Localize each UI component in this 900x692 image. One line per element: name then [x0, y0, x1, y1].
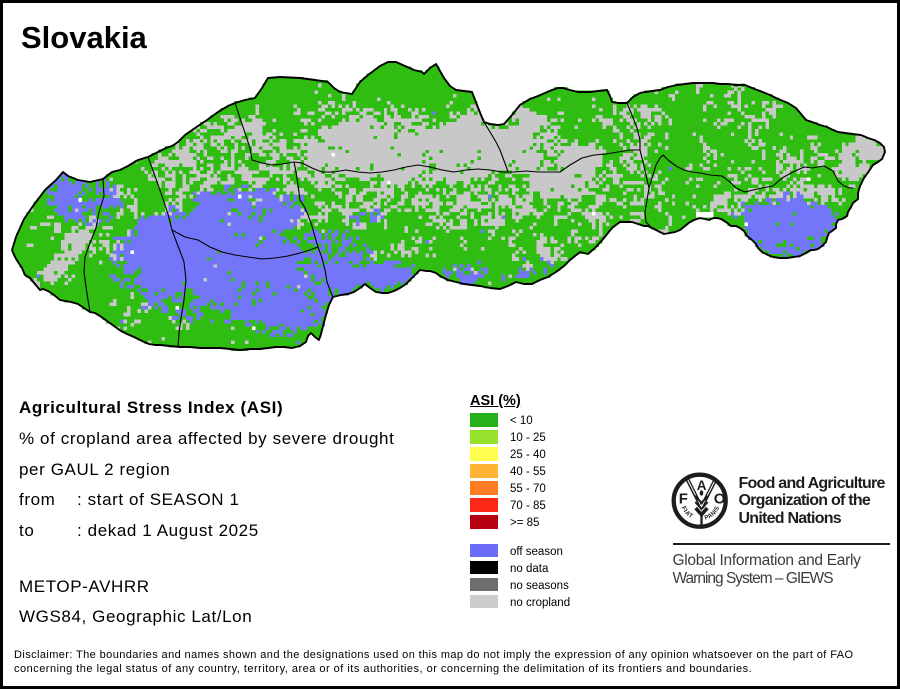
svg-text:O: O: [714, 491, 726, 508]
svg-text:A: A: [697, 478, 707, 493]
svg-text:F: F: [679, 491, 688, 508]
